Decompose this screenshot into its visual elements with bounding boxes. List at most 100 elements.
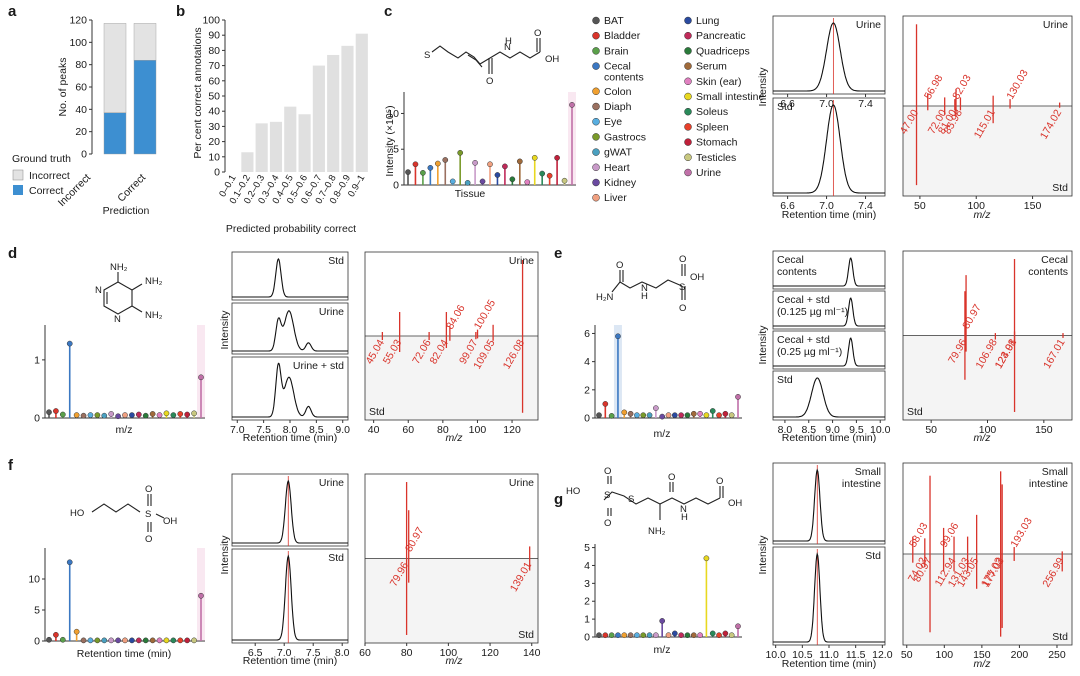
x-tick-label: 100: [936, 649, 954, 661]
chemical-structure: [611, 264, 686, 300]
trace-label: (0.25 µg ml⁻¹): [777, 346, 842, 358]
spectrum-label: Std: [518, 629, 534, 641]
point-cecal-contents: [427, 164, 434, 171]
chemical-structure: [103, 272, 143, 315]
trace-label: Std: [328, 255, 344, 267]
y-tick-label: 0: [214, 167, 220, 179]
x-tick-label: 7.5: [256, 424, 271, 436]
point-urine: [569, 102, 575, 108]
y-tick-label: 5: [584, 542, 590, 554]
legend-label: Incorrect: [29, 170, 70, 182]
bar: [298, 114, 311, 172]
chromatogram-trace: [773, 468, 885, 542]
point-brain: [420, 169, 426, 176]
x-tick-label: 100: [440, 647, 458, 659]
spectrum-label: contents: [1028, 266, 1068, 278]
point-urine: [198, 374, 204, 381]
point-testicles: [728, 632, 735, 639]
point-liver: [665, 412, 672, 419]
panel-letter-b: b: [176, 3, 185, 20]
x-tick-label: 7.0: [819, 98, 834, 110]
chromatogram-trace: [232, 258, 348, 298]
xic-std: Std 6.5 7.0 7.5 8.0: [231, 548, 350, 659]
atom-label: N: [641, 283, 648, 294]
point-skin-ear-: [697, 632, 703, 639]
legend-marker: [592, 102, 600, 111]
point-eye: [634, 412, 640, 419]
x-axis-label: Retention time (min): [77, 648, 172, 660]
xic-urine: Urine: [231, 302, 349, 355]
bar: [269, 121, 283, 172]
x-tick-label: 150: [1024, 200, 1042, 212]
x-tick-label: 10.0: [765, 649, 786, 661]
y-tick-label: 40: [208, 106, 220, 118]
point-bat: [596, 412, 602, 419]
legend-label: Testicles: [696, 152, 736, 164]
point-gwat: [101, 412, 108, 419]
x-tick-label: 8.5: [309, 424, 324, 436]
trace-label: (0.125 µg ml⁻¹): [777, 306, 848, 318]
x-tick-label: 8.0: [283, 424, 298, 436]
point-gastrocs: [640, 632, 647, 639]
y-tick-label: 20: [208, 136, 220, 148]
point-gastrocs: [94, 637, 101, 644]
point-serum: [690, 410, 697, 417]
y-tick-label: 10: [208, 151, 220, 163]
legend-label: Diaph: [604, 101, 632, 113]
peak-label: 99.06: [938, 521, 962, 550]
point-bladder: [53, 408, 59, 414]
point-lung: [494, 172, 501, 178]
point-heart: [108, 411, 115, 417]
x-tick-label: 10.5: [792, 649, 813, 661]
x-axis-label: m/z: [654, 428, 671, 440]
point-gwat: [464, 180, 471, 186]
point-serum: [516, 158, 523, 165]
spectrum-label: Urine: [1043, 19, 1068, 31]
x-tick-label: 150: [973, 649, 991, 661]
point-soleus: [170, 412, 177, 418]
legend-label: contents: [604, 72, 644, 84]
legend-label: Liver: [604, 192, 627, 204]
point-cecal-contents: [66, 559, 73, 566]
panel-b-bar-chart: 0 10 20 30 40 50 60 70 80 90 100 0–0.10.1–0.20.2–0…: [192, 15, 368, 235]
point-small-intestine: [163, 410, 170, 417]
spectrum-label: Small: [1042, 466, 1068, 478]
legend-marker: [684, 16, 692, 25]
point-stomach: [722, 630, 729, 637]
trace-label: Std: [328, 552, 344, 564]
panel-letter-d: d: [8, 245, 17, 262]
point-kidney: [659, 618, 666, 624]
lollipop-chart: 0 1 2 3 4 5: [584, 542, 742, 644]
legend-marker: [592, 47, 600, 55]
point-eye: [449, 178, 456, 185]
frame: [231, 548, 349, 644]
frame: [772, 370, 886, 421]
point-skin-ear-: [156, 637, 163, 644]
atom-label: NH₂: [145, 276, 163, 287]
point-small-intestine: [163, 637, 170, 644]
chemical-structure: [431, 38, 541, 74]
atom-label: O: [668, 472, 675, 483]
bar: [312, 65, 325, 172]
point-spleen: [716, 412, 722, 419]
x-axis-label: Retention time (min): [782, 658, 877, 670]
bar-correct-incorrect: [103, 112, 127, 155]
y-tick-label: 20: [75, 126, 87, 138]
y-axis-label: Intensity: [219, 535, 231, 575]
x-tick-label: 60: [402, 424, 414, 436]
spectrum-label: intestine: [1029, 478, 1068, 490]
std-background: [903, 335, 1072, 420]
x-axis-label: Tissue: [455, 188, 486, 200]
point-lung: [671, 630, 678, 637]
frame: [772, 290, 886, 330]
atom-label: O: [679, 254, 686, 265]
trace-label: Urine: [856, 19, 881, 31]
x-tick-label: 100: [469, 424, 487, 436]
point-testicles: [561, 177, 568, 184]
point-testicles: [191, 637, 197, 644]
peak-label: 193.03: [1008, 516, 1035, 550]
y-tick-label: 0: [584, 632, 590, 644]
xic-urine: Urine: [231, 473, 349, 547]
